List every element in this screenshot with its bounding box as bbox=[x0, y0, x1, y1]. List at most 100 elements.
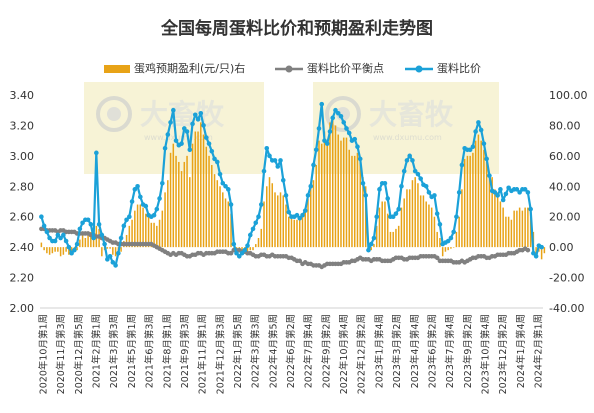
profit-bar bbox=[507, 216, 510, 248]
ratio-point bbox=[99, 232, 105, 238]
profit-bar bbox=[304, 207, 306, 248]
profit-bar bbox=[114, 247, 117, 257]
x-axis-tick-label: 2021年6月第3周 bbox=[144, 314, 156, 388]
profit-bar bbox=[222, 192, 224, 248]
profit-bar bbox=[430, 207, 433, 248]
profit-bar bbox=[477, 134, 480, 248]
ratio-point bbox=[110, 260, 116, 265]
ratio-point bbox=[132, 187, 138, 192]
profit-bar bbox=[202, 134, 205, 248]
profit-bar bbox=[76, 247, 78, 251]
profit-bar bbox=[384, 201, 386, 248]
profit-bar bbox=[400, 207, 403, 248]
watermark-text: 大畜牧 bbox=[369, 98, 454, 131]
left-axis-tick-label: 2.60 bbox=[10, 211, 35, 224]
profit-bar bbox=[524, 207, 526, 248]
profit-bar bbox=[419, 195, 422, 248]
legend-label-profit: 蛋鸡预期盈利(元/只)右 bbox=[134, 62, 246, 75]
ratio-point bbox=[412, 168, 418, 174]
ratio-point bbox=[478, 127, 484, 133]
profit-bar bbox=[320, 143, 323, 248]
x-axis-tick-label: 2023年3月第2周 bbox=[391, 314, 403, 388]
ratio-point bbox=[286, 209, 292, 215]
x-axis-tick-label: 2021年11月第1周 bbox=[197, 314, 209, 394]
profit-bar bbox=[147, 216, 150, 248]
profit-bar bbox=[134, 210, 136, 248]
profit-bar bbox=[529, 207, 532, 248]
profit-bar bbox=[87, 231, 89, 248]
profit-bar bbox=[510, 219, 513, 248]
right-axis-tick-label: 80.00 bbox=[549, 119, 581, 132]
x-axis-tick-label: 2023年6月第2周 bbox=[426, 314, 438, 388]
profit-bar bbox=[59, 247, 62, 257]
ratio-point bbox=[245, 243, 250, 248]
right-axis-tick-label: 0.00 bbox=[549, 241, 574, 254]
profit-bar bbox=[326, 140, 328, 248]
left-axis-tick-label: 3.20 bbox=[10, 119, 35, 132]
ratio-point bbox=[234, 250, 239, 256]
profit-bar bbox=[472, 152, 474, 248]
profit-bar bbox=[488, 177, 491, 248]
profit-bar bbox=[455, 231, 458, 248]
chart-title: 全国每周蛋料比价和预期盈利走势图 bbox=[161, 19, 433, 39]
ratio-point bbox=[355, 144, 360, 150]
ratio-point bbox=[382, 180, 388, 186]
profit-bar bbox=[323, 131, 326, 248]
ratio-point bbox=[407, 153, 412, 159]
profit-bar bbox=[452, 247, 455, 248]
profit-bar bbox=[285, 204, 287, 248]
left-axis-tick-label: 3.40 bbox=[10, 89, 35, 102]
profit-bar bbox=[142, 207, 144, 248]
ratio-point bbox=[495, 193, 500, 198]
profit-bar bbox=[227, 201, 230, 248]
profit-bar bbox=[211, 164, 213, 248]
ratio-point bbox=[322, 138, 327, 143]
profit-bar bbox=[153, 222, 155, 248]
right-axis-tick-label: 20.00 bbox=[549, 211, 581, 224]
ratio-point bbox=[451, 229, 456, 235]
profit-bar bbox=[128, 225, 131, 248]
ratio-point bbox=[47, 235, 52, 241]
ratio-point bbox=[278, 158, 283, 163]
profit-bar bbox=[461, 189, 463, 248]
ratio-point bbox=[481, 141, 487, 146]
profit-bar bbox=[161, 210, 164, 248]
ratio-point bbox=[283, 193, 289, 198]
x-axis-tick-label: 2020年11月第3周 bbox=[55, 314, 67, 394]
ratio-point bbox=[107, 253, 113, 259]
right-axis-tick-label: 100.00 bbox=[549, 89, 588, 102]
legend-swatch-breakeven bbox=[275, 65, 303, 73]
ratio-point bbox=[525, 190, 531, 195]
x-axis-tick-label: 2021年9月第3周 bbox=[179, 314, 191, 388]
ratio-point bbox=[72, 247, 77, 253]
ratio-point bbox=[212, 156, 217, 162]
ratio-point bbox=[399, 183, 404, 189]
ratio-point bbox=[533, 253, 539, 259]
ratio-point bbox=[415, 171, 421, 177]
ratio-point bbox=[121, 223, 127, 229]
ratio-point bbox=[514, 187, 520, 192]
profit-bar bbox=[359, 161, 361, 248]
ratio-point bbox=[396, 206, 401, 212]
profit-bar bbox=[158, 219, 161, 248]
profit-bar bbox=[48, 247, 51, 255]
ratio-point bbox=[225, 187, 231, 192]
ratio-point bbox=[423, 183, 429, 189]
profit-bar bbox=[92, 234, 95, 248]
profit-bar bbox=[381, 201, 383, 248]
profit-bar bbox=[408, 189, 411, 248]
ratio-point bbox=[91, 235, 96, 241]
profit-bar bbox=[378, 207, 381, 248]
ratio-point bbox=[272, 158, 278, 163]
watermark-logo-icon bbox=[96, 96, 132, 132]
profit-bar bbox=[230, 213, 232, 248]
ratio-point bbox=[333, 107, 338, 113]
x-axis-tick-label: 2024年1月第4周 bbox=[515, 314, 527, 388]
x-axis-tick-label: 2022年12月第2周 bbox=[356, 314, 368, 394]
profit-bar bbox=[518, 207, 521, 248]
profit-bar bbox=[271, 183, 274, 248]
profit-bar bbox=[125, 234, 128, 248]
ratio-point bbox=[217, 171, 223, 177]
ratio-point bbox=[456, 190, 462, 195]
profit-bar bbox=[290, 216, 293, 248]
